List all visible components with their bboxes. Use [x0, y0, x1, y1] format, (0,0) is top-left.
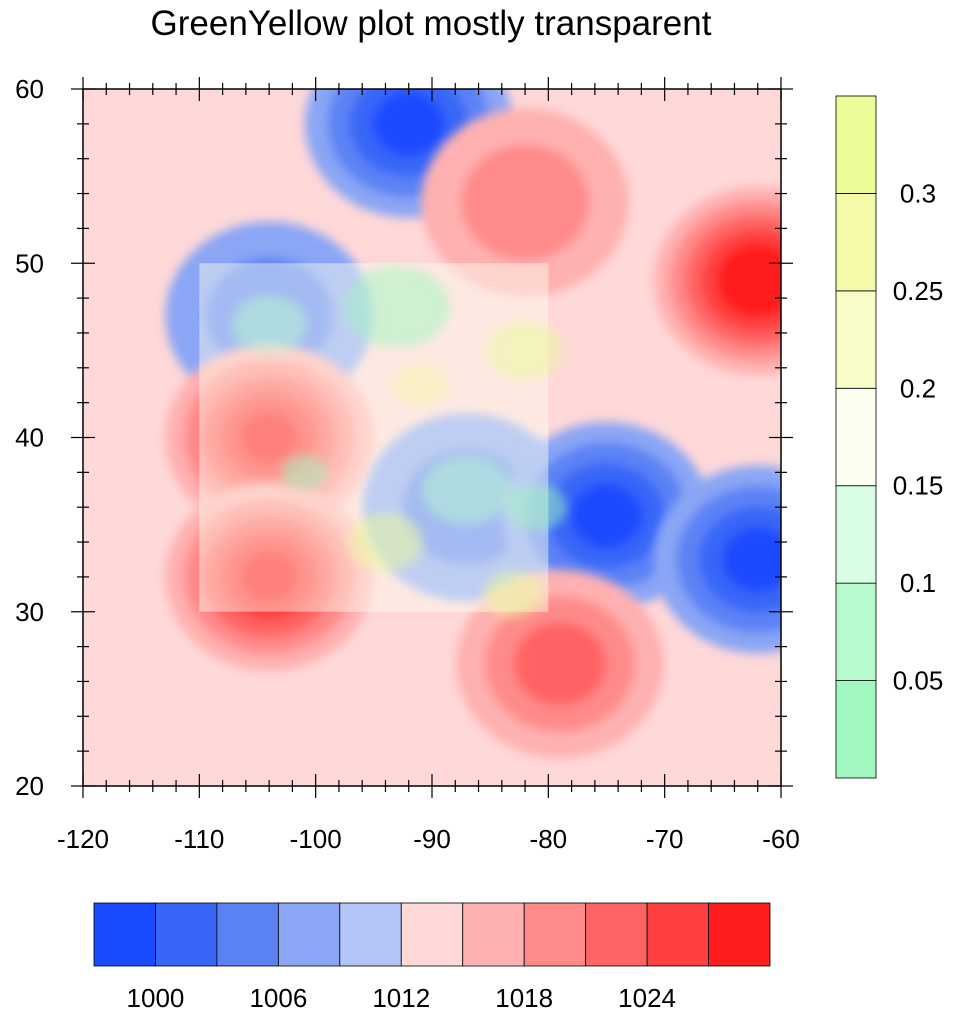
colorbar-swatch: [155, 902, 218, 967]
y-tick-label: 40: [15, 423, 44, 453]
colorbar-swatch: [462, 902, 525, 967]
overlay-contour: [487, 321, 563, 380]
pressure-system-low: [653, 465, 781, 654]
right-colorbar: 0.05 0.1 0.15 0.2 0.25 0.3: [835, 95, 944, 779]
axis-ticks: [71, 77, 793, 798]
colorbar-label: 0.25: [893, 276, 944, 306]
pressure-band: [721, 526, 781, 593]
colorbar-label: 0.15: [893, 471, 944, 501]
colorbar-label: 0.05: [893, 666, 944, 696]
x-tick-label: -120: [57, 824, 109, 854]
pressure-system-high: [421, 108, 629, 297]
x-tick-label: -100: [290, 824, 342, 854]
colorbar-swatch: [400, 902, 464, 967]
colorbar-swatch: [835, 290, 877, 389]
pressure-band: [570, 483, 643, 549]
colorbar-swatch: [339, 902, 402, 967]
overlay-contour: [281, 454, 327, 490]
x-tick-label: -70: [646, 824, 684, 854]
pressure-band: [372, 91, 445, 157]
plot-area: [83, 89, 781, 786]
overlay-contour: [347, 512, 424, 572]
colorbar-label: 0.2: [900, 373, 936, 403]
pressure-band: [239, 550, 299, 604]
colorbar-swatch: [708, 902, 771, 967]
pressure-band: [239, 410, 299, 465]
pressure-system-high: [653, 186, 781, 375]
overlay-contour: [421, 454, 513, 525]
x-tick-label: -90: [413, 824, 451, 854]
colorbar-swatch: [93, 902, 156, 967]
colorbar-swatch: [835, 680, 877, 779]
y-axis-labels: 60 50 40 30 20: [15, 74, 44, 801]
overlay-contour: [393, 364, 448, 407]
x-axis-labels: -120 -110 -100 -90 -80 -70 -60: [57, 824, 800, 854]
colorbar-swatch: [277, 902, 341, 967]
x-tick-label: -110: [174, 824, 224, 854]
y-tick-label: 60: [15, 74, 44, 104]
x-tick-label: -60: [762, 824, 800, 854]
transparent-overlay: [199, 263, 567, 618]
overlay-contour: [506, 483, 567, 531]
colorbar-swatch: [646, 902, 709, 967]
colorbar-swatch: [835, 95, 877, 194]
colorbar-swatch: [835, 193, 877, 292]
colorbar-swatch: [835, 485, 877, 584]
overlay-contour: [483, 571, 544, 618]
colorbar-label: 1006: [249, 983, 307, 1013]
pressure-band: [461, 144, 589, 261]
x-tick-label: -80: [530, 824, 568, 854]
bottom-colorbar: 1000 1006 1012 1018 1024: [93, 902, 771, 1013]
pressure-band: [513, 622, 607, 706]
overlay-contour: [231, 295, 307, 354]
y-tick-label: 30: [15, 597, 44, 627]
colorbar-swatch: [835, 387, 877, 487]
colorbar-label: 1018: [495, 983, 553, 1013]
y-tick-label: 50: [15, 248, 44, 278]
colorbar-label: 1024: [618, 983, 676, 1013]
y-tick-label: 20: [15, 771, 44, 801]
colorbar-label: 1012: [372, 983, 430, 1013]
colorbar-swatch: [585, 902, 648, 967]
colorbar-label: 1000: [127, 983, 185, 1013]
colorbar-swatch: [216, 902, 279, 967]
colorbar-label: 0.1: [900, 568, 936, 598]
colorbar-swatch: [835, 582, 877, 681]
chart-title: GreenYellow plot mostly transparent: [150, 4, 712, 43]
colorbar-label: 0.3: [900, 178, 936, 208]
pressure-band: [732, 257, 781, 304]
colorbar-swatch: [523, 902, 587, 967]
pressure-system-high: [165, 482, 373, 671]
overlay-contour: [344, 266, 451, 348]
